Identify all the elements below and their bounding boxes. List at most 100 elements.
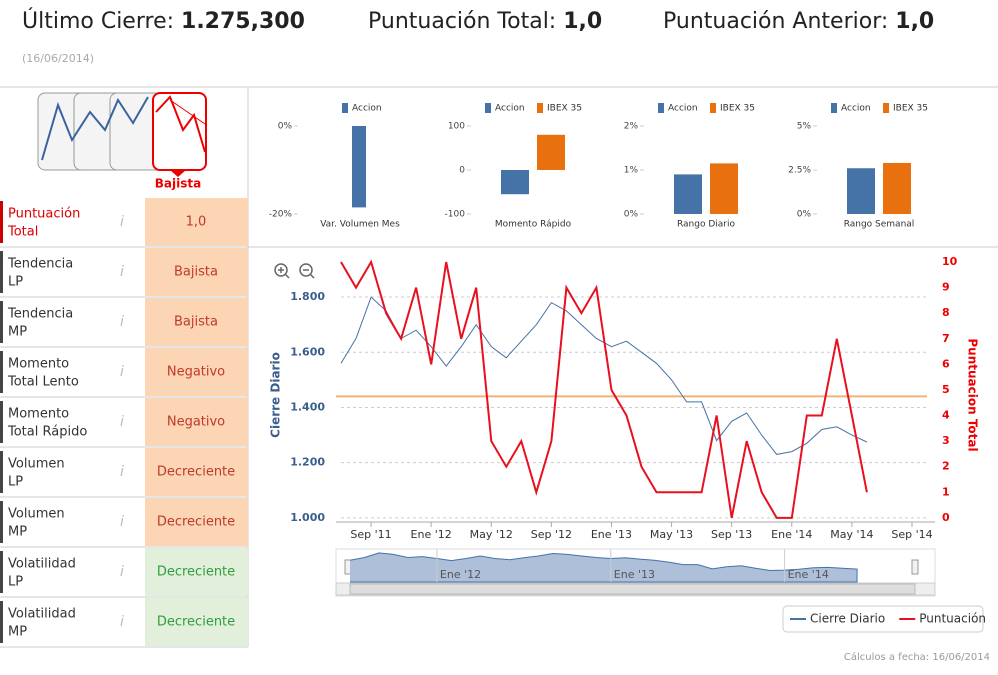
nav-tick-label: Ene '13 — [614, 568, 655, 581]
series-line — [340, 259, 868, 519]
x-tick-label: Sep '13 — [711, 528, 752, 541]
info-icon[interactable]: i — [120, 464, 124, 480]
value-cell — [145, 348, 248, 396]
prev-score-value: 1,0 — [895, 9, 934, 34]
info-icon[interactable]: i — [120, 414, 124, 430]
row-value: Decreciente — [157, 615, 235, 630]
legend-label: Accion — [841, 104, 871, 114]
y2-tick-label: 3 — [942, 434, 950, 447]
row-value: Decreciente — [157, 515, 235, 530]
row-value: 1,0 — [186, 215, 207, 230]
legend-swatch — [485, 103, 491, 113]
legend-swatch — [710, 103, 716, 113]
bar — [674, 174, 702, 214]
legend-swatch — [342, 103, 348, 113]
y2-tick-label: 10 — [942, 255, 958, 268]
y2-tick-label: 4 — [942, 409, 950, 422]
row-label: LP — [8, 475, 23, 490]
row-marker — [0, 451, 3, 493]
info-icon[interactable]: i — [120, 364, 124, 380]
y-tick-label: -20% — [269, 210, 293, 220]
y2-tick-label: 2 — [942, 460, 950, 473]
total-score: Puntuación Total: 1,0 — [368, 9, 602, 34]
y-tick-label: 1.200 — [290, 456, 325, 469]
last-close: Último Cierre: 1.275,300 — [22, 8, 305, 34]
row-label: Momento — [8, 357, 69, 372]
y-tick-label: 100 — [448, 122, 465, 132]
y2-axis-title: Puntuacion Total — [966, 338, 980, 451]
value-cell — [145, 248, 248, 296]
row-label: Volatilidad — [8, 607, 76, 622]
x-tick-label: May '13 — [650, 528, 693, 541]
row-value: Decreciente — [157, 465, 235, 480]
legend-swatch — [658, 103, 664, 113]
row-marker — [0, 251, 3, 293]
row-label: Tendencia — [7, 257, 73, 272]
legend-item[interactable]: Cierre Diario — [790, 612, 885, 626]
row-value: Negativo — [167, 415, 225, 430]
value-cell — [145, 448, 248, 496]
prev-score: Puntuación Anterior: 1,0 — [663, 9, 934, 34]
y-tick-label: 5% — [797, 122, 812, 132]
trend-widget — [37, 92, 207, 177]
legend-box — [782, 605, 984, 633]
row-label: Total — [7, 225, 38, 240]
row-marker — [0, 401, 3, 443]
total-score-label: Puntuación Total: — [368, 9, 556, 34]
row-label: Puntuación — [8, 207, 80, 222]
zoom-controls[interactable] — [274, 263, 315, 279]
x-tick-label: May '14 — [830, 528, 873, 541]
bar — [883, 162, 911, 214]
scrollbar-thumb[interactable] — [349, 583, 916, 595]
y-tick-label: 1.000 — [290, 511, 325, 524]
legend-label: IBEX 35 — [893, 104, 928, 114]
info-icon[interactable]: i — [120, 314, 124, 330]
y-tick-label: 1.400 — [290, 400, 325, 413]
navigator-area — [349, 552, 858, 583]
legend-item[interactable]: Puntuación — [899, 612, 986, 626]
info-icon[interactable]: i — [120, 514, 124, 530]
row-label: Total Rápido — [7, 425, 87, 440]
row-label: MP — [8, 525, 27, 540]
value-cell — [145, 498, 248, 546]
y2-tick-label: 5 — [942, 383, 950, 396]
x-tick-label: Ene '13 — [591, 528, 632, 541]
info-icon[interactable]: i — [120, 564, 124, 580]
row-marker — [0, 551, 3, 593]
nav-tick-label: Ene '12 — [440, 568, 481, 581]
bar — [352, 126, 366, 208]
y2-tick-label: 8 — [942, 306, 950, 319]
legend-label: Accion — [668, 104, 698, 114]
legend-label: Cierre Diario — [810, 612, 885, 626]
y-tick-label: 0% — [624, 210, 639, 220]
value-cell — [145, 198, 248, 246]
row-value: Bajista — [174, 265, 218, 280]
y-tick-label: 1% — [624, 166, 639, 176]
y2-tick-label: 0 — [942, 511, 950, 524]
row-label: LP — [8, 575, 23, 590]
x-label: Rango Semanal — [844, 220, 915, 230]
y-tick-label: 2% — [624, 122, 639, 132]
bar — [710, 163, 738, 214]
row-label: Volumen — [8, 507, 65, 522]
info-icon[interactable]: i — [120, 614, 124, 630]
trend-label: Bajista — [155, 177, 201, 191]
y2-tick-label: 1 — [942, 485, 950, 498]
value-cell — [145, 398, 248, 446]
x-tick-label: Sep '14 — [891, 528, 932, 541]
legend-label: Accion — [495, 104, 525, 114]
info-icon[interactable]: i — [120, 264, 124, 280]
row-value: Negativo — [167, 365, 225, 380]
row-label: MP — [8, 625, 27, 640]
navigator-frame — [335, 548, 936, 597]
bar — [537, 134, 565, 170]
x-tick-label: Sep '12 — [531, 528, 572, 541]
x-tick-label: Ene '14 — [771, 528, 812, 541]
x-tick-label: Ene '12 — [411, 528, 452, 541]
row-marker — [0, 351, 3, 393]
nav-handle[interactable] — [911, 559, 919, 575]
row-value: Bajista — [174, 315, 218, 330]
series-line — [340, 296, 868, 455]
info-icon[interactable]: i — [120, 214, 124, 230]
